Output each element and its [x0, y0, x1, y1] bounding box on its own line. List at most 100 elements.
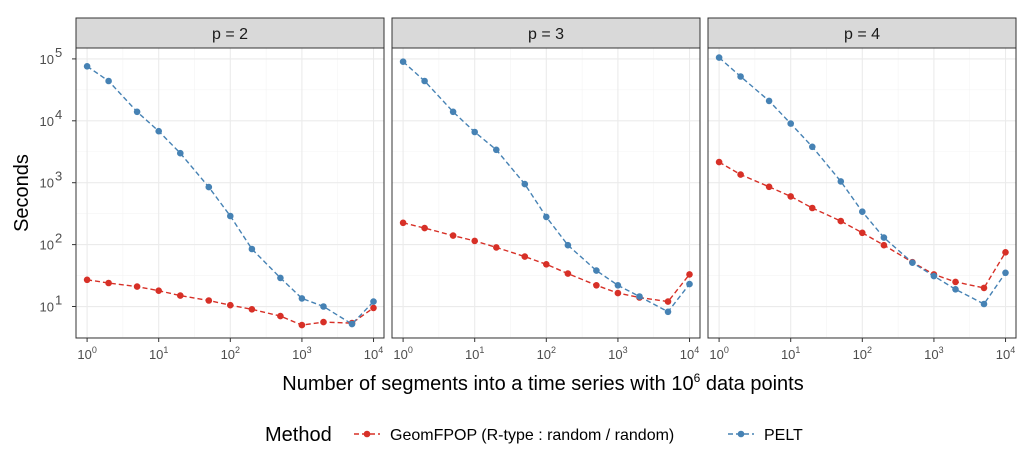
x-tick-label: 102: [537, 345, 556, 362]
x-tick-label: 101: [465, 345, 484, 362]
legend-label: GeomFPOP (R-type : random / random): [390, 427, 674, 444]
data-point: [543, 261, 550, 268]
data-point: [859, 208, 866, 215]
data-point: [614, 289, 622, 297]
legend-key-point: [737, 430, 745, 438]
data-point: [155, 287, 162, 295]
x-axis-title-superscript: 6: [694, 371, 701, 385]
x-tick-base: 10: [465, 347, 479, 362]
data-point: [227, 301, 234, 309]
legend-key-point: [363, 430, 371, 438]
x-tick-base: 10: [680, 347, 694, 362]
data-point: [837, 217, 845, 225]
facet-label: p = 3: [528, 26, 564, 43]
data-point: [248, 306, 256, 313]
data-point: [980, 284, 988, 292]
y-tick-label: 10: [40, 114, 54, 129]
data-point: [493, 244, 500, 251]
data-point: [277, 274, 284, 282]
x-tick-label: 101: [149, 345, 168, 362]
y-tick-exponent: 3: [55, 169, 62, 184]
x-tick-label: 103: [608, 345, 627, 362]
data-point: [980, 300, 988, 308]
facet-strip: [75, 17, 385, 49]
x-tick-base: 10: [781, 347, 795, 362]
data-point: [1002, 269, 1009, 277]
x-tick-exponent: 3: [939, 345, 944, 355]
x-axis-title: Number of segments into a time series wi…: [282, 371, 803, 395]
x-tick-label: 100: [393, 345, 412, 362]
x-tick-base: 10: [709, 347, 723, 362]
legend-entry-geomfpop: GeomFPOP (R-type : random / random): [354, 427, 674, 444]
data-point: [593, 267, 600, 274]
x-tick-exponent: 1: [479, 345, 484, 355]
x-tick-base: 10: [292, 347, 306, 362]
x-tick-label: 100: [709, 345, 728, 362]
y-tick-base: 10: [40, 114, 54, 129]
x-axis-title-text-end: data points: [700, 373, 803, 395]
data-point: [320, 318, 327, 326]
data-point: [664, 298, 672, 305]
data-point: [133, 108, 141, 116]
y-tick-base: 10: [40, 238, 54, 253]
data-point: [105, 77, 112, 85]
data-point: [227, 212, 234, 220]
legend: Method GeomFPOP (R-type : random / random…: [265, 424, 803, 446]
data-point: [83, 276, 91, 284]
data-point: [765, 183, 773, 191]
data-point: [1002, 249, 1009, 256]
data-point: [715, 158, 723, 166]
y-tick-label: 10: [40, 52, 54, 67]
legend-title: Method: [265, 424, 332, 446]
facet-strip: [391, 17, 701, 49]
data-point: [664, 308, 672, 316]
data-point: [105, 279, 112, 287]
data-point: [471, 128, 479, 136]
legend-label: PELT: [764, 427, 803, 444]
data-point: [155, 127, 162, 135]
x-tick-exponent: 4: [1010, 345, 1015, 355]
data-point: [370, 298, 377, 305]
x-tick-label: 100: [77, 345, 96, 362]
data-point: [880, 234, 888, 241]
series-pelt: [715, 54, 1009, 308]
data-point: [737, 171, 744, 178]
data-point: [765, 97, 773, 105]
data-point: [471, 237, 479, 245]
data-point: [543, 213, 550, 221]
x-tick-label: 102: [853, 345, 872, 362]
x-tick-exponent: 2: [235, 345, 240, 355]
y-tick-exponent: 1: [55, 293, 62, 308]
data-point: [320, 303, 327, 310]
data-point: [421, 77, 428, 85]
x-tick-base: 10: [393, 347, 407, 362]
facet-strip: [707, 17, 1017, 49]
y-tick-label: 10: [40, 176, 54, 191]
data-point: [787, 193, 794, 200]
series-pelt: [83, 63, 377, 328]
x-tick-exponent: 1: [163, 345, 168, 355]
data-point: [298, 295, 306, 302]
x-tick-base: 10: [221, 347, 235, 362]
data-point: [133, 283, 141, 290]
data-point: [205, 297, 213, 304]
data-point: [370, 304, 377, 312]
data-point: [493, 146, 500, 154]
x-tick-exponent: 0: [408, 345, 413, 355]
data-point: [521, 253, 529, 260]
y-tick-exponent: 5: [55, 45, 62, 60]
data-point: [636, 293, 643, 300]
x-tick-base: 10: [924, 347, 938, 362]
series-pelt: [399, 58, 693, 316]
x-tick-exponent: 0: [724, 345, 729, 355]
x-tick-exponent: 0: [92, 345, 97, 355]
legend-entry-pelt: PELT: [728, 427, 803, 444]
data-point: [449, 232, 457, 239]
data-point: [737, 73, 744, 80]
y-tick-label: 10: [40, 300, 54, 315]
x-tick-base: 10: [537, 347, 551, 362]
data-point: [399, 58, 407, 65]
